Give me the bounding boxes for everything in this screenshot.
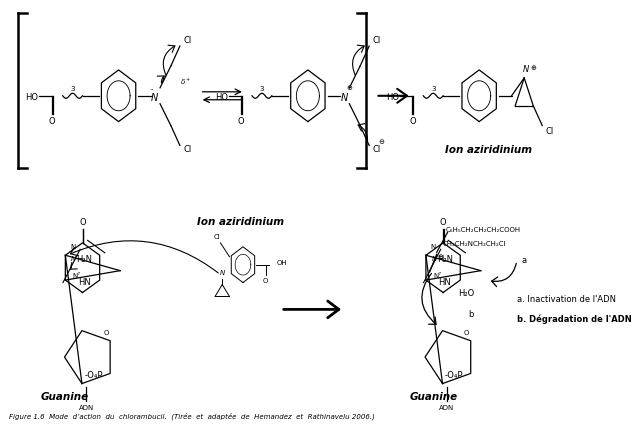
Text: N: N bbox=[220, 270, 225, 276]
Text: b. Dégradation de l'ADN: b. Dégradation de l'ADN bbox=[517, 315, 632, 324]
Text: Cl: Cl bbox=[213, 234, 220, 240]
Text: $\oplus$: $\oplus$ bbox=[346, 83, 353, 92]
Text: a: a bbox=[521, 256, 526, 265]
Text: 3: 3 bbox=[259, 86, 264, 92]
Text: H₂N: H₂N bbox=[437, 255, 453, 264]
Text: 3: 3 bbox=[431, 86, 435, 92]
Text: Ion aziridinium: Ion aziridinium bbox=[445, 145, 532, 155]
Text: C₆H₅CH₂CH₂CH₂COOH: C₆H₅CH₂CH₂CH₂COOH bbox=[446, 227, 521, 233]
Text: N: N bbox=[70, 244, 75, 250]
Text: CH₂CH₂NCH₂CH₂Cl: CH₂CH₂NCH₂CH₂Cl bbox=[442, 241, 506, 247]
Text: O: O bbox=[409, 117, 416, 126]
Text: ··: ·· bbox=[150, 87, 154, 93]
Text: HO: HO bbox=[215, 93, 228, 102]
Text: -O₄P: -O₄P bbox=[85, 371, 103, 380]
Text: O: O bbox=[440, 219, 446, 227]
Text: Cl: Cl bbox=[184, 36, 192, 45]
Text: O: O bbox=[464, 330, 469, 336]
Text: Cl: Cl bbox=[184, 145, 192, 154]
Text: $\oplus$: $\oplus$ bbox=[437, 252, 444, 261]
Text: a. Inactivation de l'ADN: a. Inactivation de l'ADN bbox=[517, 295, 616, 304]
Text: N: N bbox=[340, 93, 347, 103]
Text: O: O bbox=[79, 219, 86, 227]
Text: OH: OH bbox=[276, 260, 287, 266]
Text: O: O bbox=[49, 117, 55, 126]
Text: b: b bbox=[468, 310, 474, 320]
Text: Figure 1.6  Mode  d’action  du  chlorambucil.  (Tirée  et  adaptée  de  Hemandez: Figure 1.6 Mode d’action du chlorambucil… bbox=[8, 413, 374, 420]
Text: N: N bbox=[71, 256, 76, 262]
Text: Cl: Cl bbox=[373, 36, 381, 45]
Text: N: N bbox=[523, 65, 529, 74]
Text: $\delta^+$: $\delta^+$ bbox=[180, 77, 191, 87]
Text: HN: HN bbox=[438, 278, 451, 287]
Text: HN: HN bbox=[78, 278, 91, 287]
Text: N: N bbox=[431, 256, 437, 262]
Text: -O₄P: -O₄P bbox=[445, 371, 464, 380]
Text: Ion aziridinium: Ion aziridinium bbox=[196, 217, 284, 227]
Text: ADN: ADN bbox=[78, 405, 94, 411]
Text: O: O bbox=[103, 330, 108, 336]
Text: HO: HO bbox=[26, 93, 39, 102]
Text: $\oplus$: $\oplus$ bbox=[530, 64, 537, 72]
Text: HO: HO bbox=[386, 93, 399, 102]
Text: ··: ·· bbox=[76, 253, 80, 259]
Text: H₂O: H₂O bbox=[458, 288, 474, 297]
Text: Guanine: Guanine bbox=[40, 392, 89, 402]
Text: Cl: Cl bbox=[373, 145, 381, 154]
Text: 3: 3 bbox=[71, 86, 75, 92]
Text: O: O bbox=[263, 278, 268, 284]
Text: Cl: Cl bbox=[546, 127, 554, 136]
Text: N: N bbox=[151, 93, 159, 103]
Text: $\ominus$: $\ominus$ bbox=[378, 137, 385, 146]
Text: N⁷: N⁷ bbox=[433, 273, 441, 279]
Text: N: N bbox=[431, 244, 436, 250]
Text: N⁷: N⁷ bbox=[73, 273, 80, 279]
Text: Guanine: Guanine bbox=[410, 392, 458, 402]
Text: H₂N: H₂N bbox=[76, 255, 92, 264]
Text: O: O bbox=[238, 117, 245, 126]
Text: ADN: ADN bbox=[439, 405, 455, 411]
